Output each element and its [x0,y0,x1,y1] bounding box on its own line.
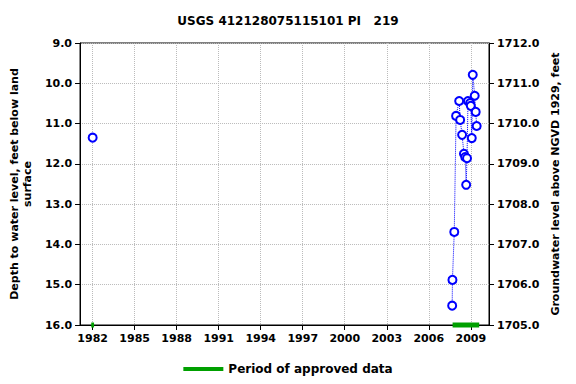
svg-text:1709.0: 1709.0 [497,157,540,170]
svg-text:1706.0: 1706.0 [497,278,540,291]
svg-text:1991: 1991 [203,332,234,345]
svg-text:Groundwater level above NGVD 1: Groundwater level above NGVD 1929, feet [549,52,562,315]
svg-text:1712.0: 1712.0 [497,37,540,50]
svg-text:2003: 2003 [371,332,402,345]
svg-text:10.0: 10.0 [45,77,72,90]
svg-text:1988: 1988 [161,332,192,345]
svg-text:16.0: 16.0 [45,319,72,332]
svg-text:1994: 1994 [245,332,276,345]
svg-text:1710.0: 1710.0 [497,117,540,130]
svg-text:1985: 1985 [119,332,150,345]
svg-text:1982: 1982 [77,332,108,345]
svg-text:11.0: 11.0 [45,117,72,130]
svg-text:Depth to water level, feet bel: Depth to water level, feet below land [8,68,21,300]
svg-text:1997: 1997 [287,332,318,345]
svg-text:1711.0: 1711.0 [497,77,540,90]
svg-text:2000: 2000 [329,332,360,345]
svg-text:2009: 2009 [455,332,486,345]
svg-text:1707.0: 1707.0 [497,238,540,251]
svg-text:9.0: 9.0 [53,37,73,50]
svg-text:2006: 2006 [413,332,444,345]
svg-text:Period of approved data: Period of approved data [228,362,392,376]
svg-text:13.0: 13.0 [45,198,72,211]
svg-text:14.0: 14.0 [45,238,72,251]
svg-text:1705.0: 1705.0 [497,319,540,332]
svg-text:1708.0: 1708.0 [497,198,540,211]
svg-text:15.0: 15.0 [45,278,72,291]
svg-text:12.0: 12.0 [45,157,72,170]
svg-text:surface: surface [21,161,34,207]
svg-text:USGS 412128075115101 PI 219: USGS 412128075115101 PI 219 [177,14,398,28]
